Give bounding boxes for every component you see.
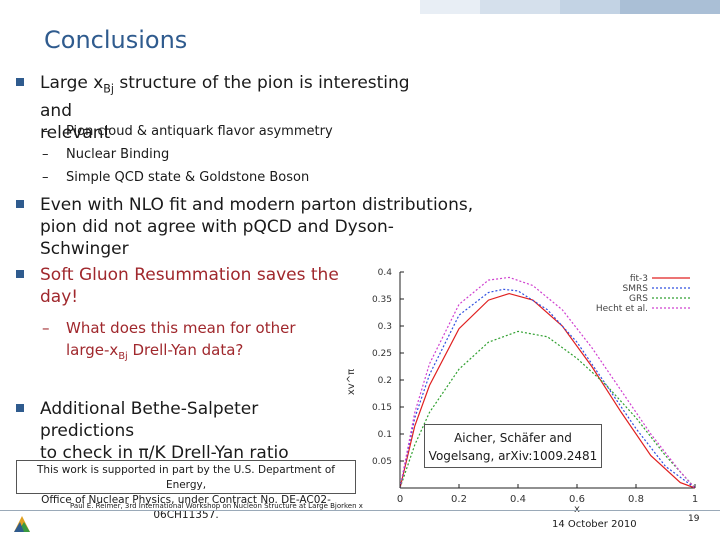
chart-x-tick-label: 0.4 (510, 494, 526, 505)
chart-y-tick-label: 0.2 (378, 376, 392, 386)
bullet-marker (16, 78, 24, 86)
chart-x-tick-label: 0.2 (451, 494, 467, 505)
bullet-marker (16, 404, 24, 412)
chart-x-tick-label: 0 (397, 494, 403, 505)
bullet-marker (16, 270, 24, 278)
chart-series-hecht-et-al- (399, 276, 696, 489)
sub-bullet-nuclear-binding: – Nuclear Binding (42, 147, 170, 162)
sub-bullet-simple-qcd: – Simple QCD state & Goldstone Boson (42, 170, 310, 185)
support-note: This work is supported in part by the U.… (16, 460, 356, 521)
chart-legend-label: SMRS (623, 284, 649, 294)
chart-legend-label: GRS (629, 294, 648, 304)
bullet-bethe-salpeter: Additional Bethe-Salpeter predictions to… (16, 398, 356, 464)
logo-icon (10, 514, 34, 538)
chart-xlabel: x (574, 504, 580, 512)
sub-bullet-large-x: – What does this mean for other large-xB… (42, 319, 296, 362)
chart-y-tick-label: 0.05 (372, 457, 392, 467)
chart-x-tick-label: 0.6 (569, 494, 585, 505)
bullet-text: Additional Bethe-Salpeter predictions to… (40, 399, 289, 463)
pion-valence-chart: 0 0.2 0.4 0.6 0.8 1 0.05 0.1 0.15 0.2 0.25 0.3 0.35 0… (346, 268, 698, 512)
bullet-soft-gluon: Soft Gluon Resummation saves the day! (16, 264, 346, 308)
chart-legend-label: fit-3 (630, 274, 648, 284)
chart-y-tick-label: 0.35 (372, 295, 392, 305)
chart-x-tick-label: 0.8 (628, 494, 644, 505)
chart-legend-label: Hecht et al. (596, 304, 648, 314)
bullet-text: Soft Gluon Resummation saves the day! (40, 265, 339, 307)
chart-ylabel: xv^π (346, 369, 357, 395)
bullet-marker (16, 200, 24, 208)
chart-x-tick-label: 1 (692, 494, 698, 505)
sub-bullet-pion-cloud: – Pion cloud & antiquark flavor asymmetry (42, 124, 333, 139)
footer-author: Paul E. Reimer, 3rd International Worksh… (70, 502, 363, 510)
chart-y-tick-label: 0.1 (378, 430, 392, 440)
bullet-text: Even with NLO fit and modern parton dist… (40, 195, 474, 259)
page-title: Conclusions (44, 26, 188, 54)
citation-box: Aicher, Schäfer and Vogelsang, arXiv:100… (424, 424, 602, 468)
page-number: 19 (688, 514, 700, 524)
chart-y-tick-label: 0.25 (372, 349, 392, 359)
footer-divider (0, 510, 720, 511)
bullet-text: Large xBj structure of the pion is inter… (40, 73, 410, 144)
bullet-pion-structure: Large xBj structure of the pion is inter… (16, 72, 436, 144)
footer-date: 14 October 2010 (552, 519, 637, 530)
chart-series-smrs (399, 288, 696, 489)
chart-y-tick-label: 0.3 (378, 322, 392, 332)
chart-y-tick-label: 0.4 (378, 268, 393, 278)
header-decoration (420, 0, 720, 14)
chart-y-tick-label: 0.15 (372, 403, 392, 413)
bullet-nlo-fit: Even with NLO fit and modern parton dist… (16, 194, 476, 260)
